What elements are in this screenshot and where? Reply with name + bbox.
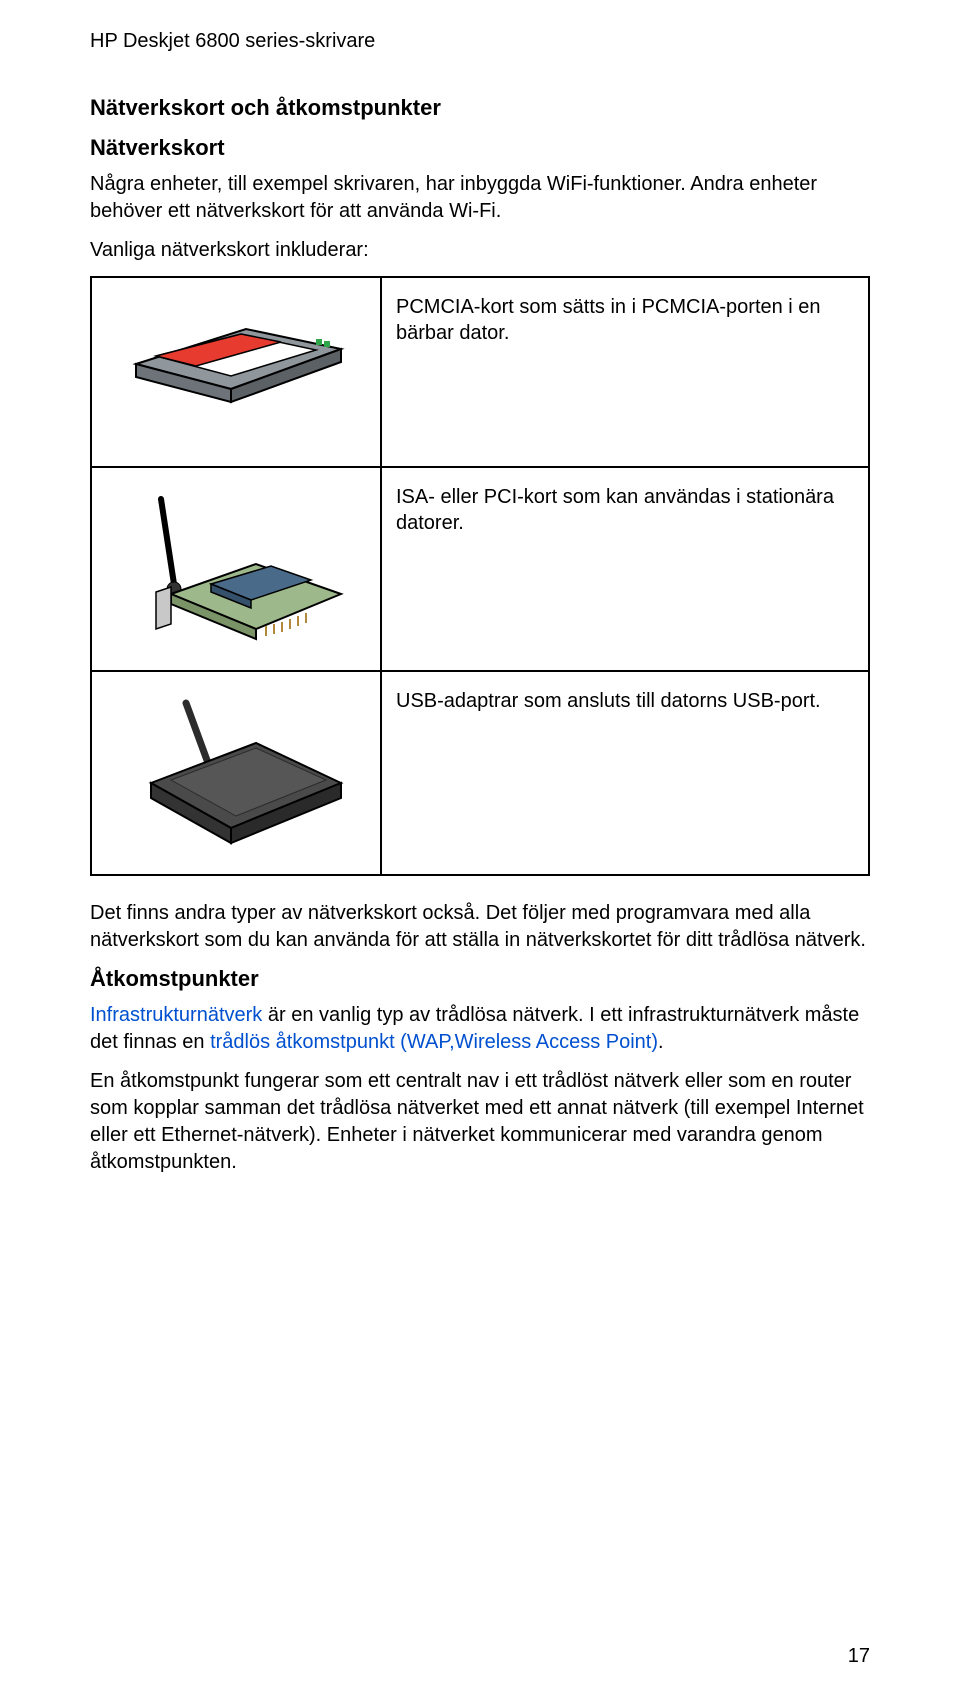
subheading-atkomstpunkter: Åtkomstpunkter <box>90 966 870 992</box>
link-infrastrukturnatverket[interactable]: Infrastrukturnätverk <box>90 1004 262 1026</box>
table-row: ISA- eller PCI-kort som kan användas i s… <box>91 467 869 671</box>
usb-adapter-desc: USB-adaptrar som ansluts till datorns US… <box>381 671 869 875</box>
table-row: PCMCIA-kort som sätts in i PCMCIA-porten… <box>91 277 869 467</box>
after-table-paragraph: Det finns andra typer av nätverkskort oc… <box>90 900 870 954</box>
table-row: USB-adaptrar som ansluts till datorns US… <box>91 671 869 875</box>
pcmcia-card-icon <box>116 294 356 414</box>
lead-paragraph: Vanliga nätverkskort inkluderar: <box>90 237 870 264</box>
page-number: 17 <box>848 1645 870 1668</box>
page-header: HP Deskjet 6800 series-skrivare <box>90 30 870 53</box>
access-point-paragraph: En åtkomstpunkt fungerar som ett central… <box>90 1068 870 1176</box>
usb-adapter-icon <box>116 688 356 858</box>
network-cards-table: PCMCIA-kort som sätts in i PCMCIA-porten… <box>90 276 870 876</box>
subheading-natverkskort: Nätverkskort <box>90 135 870 161</box>
section-heading: Nätverkskort och åtkomstpunkter <box>90 95 870 121</box>
pcmcia-card-desc: PCMCIA-kort som sätts in i PCMCIA-porten… <box>381 277 869 467</box>
pci-card-icon <box>116 484 356 654</box>
pci-card-desc: ISA- eller PCI-kort som kan användas i s… <box>381 467 869 671</box>
intro-paragraph: Några enheter, till exempel skrivaren, h… <box>90 171 870 225</box>
usb-adapter-image <box>91 671 381 875</box>
link-wap[interactable]: trådlös åtkomstpunkt (WAP,Wireless Acces… <box>210 1031 658 1053</box>
pci-card-image <box>91 467 381 671</box>
pcmcia-card-image <box>91 277 381 467</box>
infrastructure-paragraph: Infrastrukturnätverk är en vanlig typ av… <box>90 1002 870 1056</box>
infra-text-2: . <box>658 1031 664 1053</box>
